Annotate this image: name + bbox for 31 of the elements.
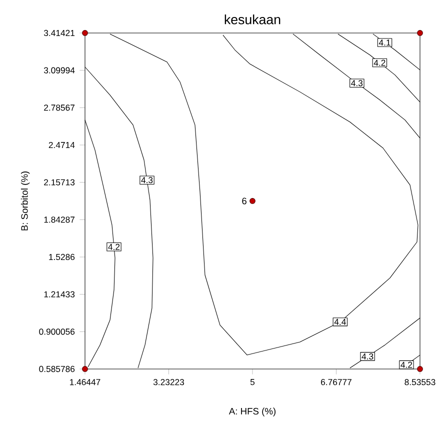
series-label: 4.2 [108,244,120,250]
y-tick-label: 2.78567 [44,104,74,111]
y-tick-label: 0.585786 [39,366,75,372]
point [417,366,423,372]
point [82,366,88,372]
x-axis-title: A: HFS (%) [228,408,276,416]
series-label: 4.3 [141,177,153,184]
series-label: 4.2 [400,362,412,368]
x-tick-label: 8.53553 [404,379,436,386]
x-tick-label: 5 [250,379,254,386]
x-tick-label: 6.76777 [320,379,352,386]
y-tick-label: 1.5286 [49,254,75,260]
annotation: 6 [242,198,246,204]
y-tick-label: 0.900056 [39,328,75,335]
y-tick-label: 3.09994 [44,67,75,74]
x-tick-label: 3.23223 [153,379,184,386]
y-tick-label: 2.4714 [48,142,75,148]
point [82,30,88,36]
y-axis-title: B: Sorbitol (%) [20,172,30,230]
chart-title: kesukaan [224,14,280,24]
series-label: 4.1 [378,40,390,46]
point [250,198,256,204]
series-label: 4.3 [351,80,362,86]
y-tick-label: 1.84287 [44,216,74,223]
series-label: 4.2 [374,60,386,66]
y-tick-label: 3.41421 [44,30,74,36]
x-tick-label: 1.46447 [70,379,100,386]
series-label: 4.3 [362,353,374,360]
point [417,30,423,36]
y-tick-label: 2.15713 [44,179,75,186]
y-tick-label: 1.21433 [44,291,75,298]
